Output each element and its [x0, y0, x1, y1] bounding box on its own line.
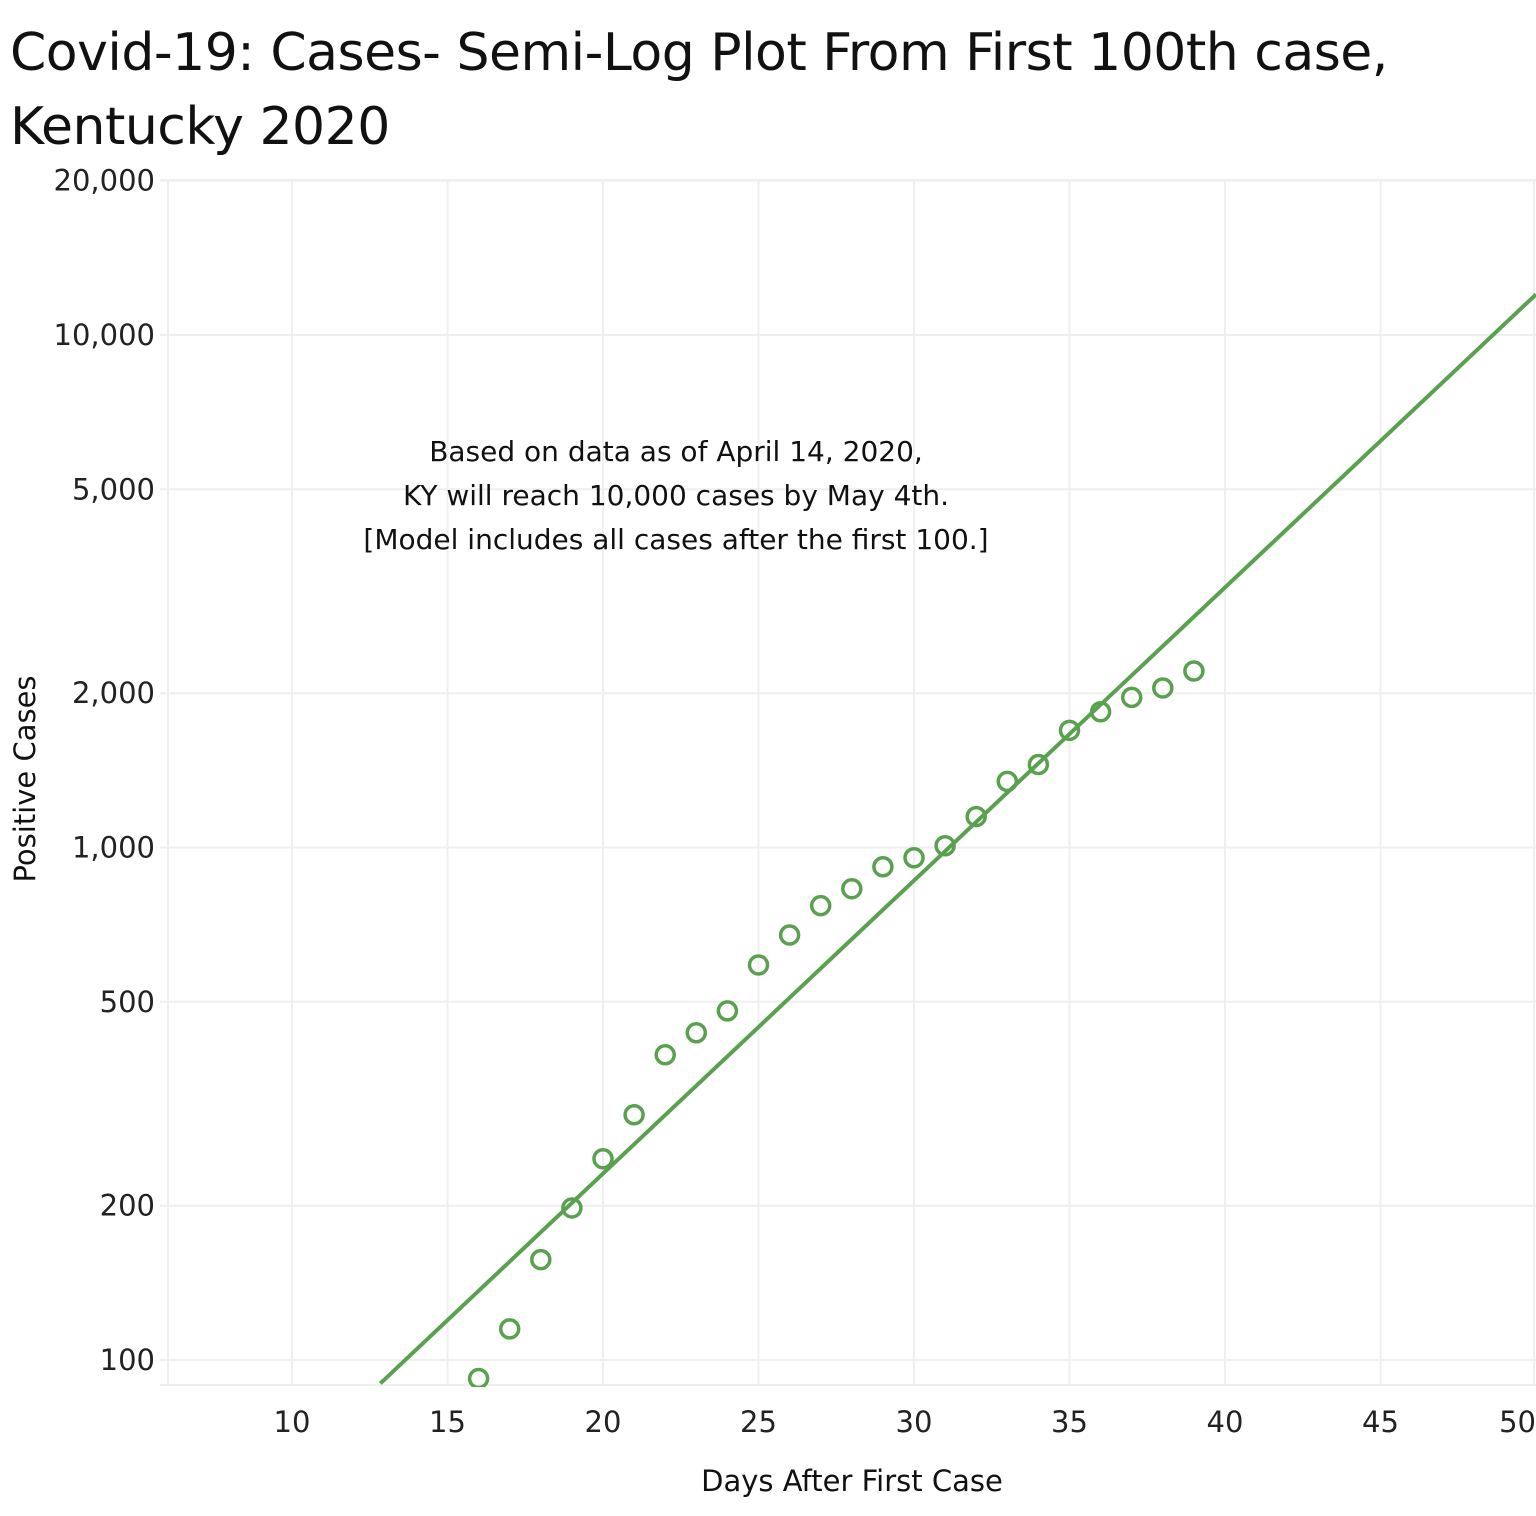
y-tick-label: 20,000 — [54, 164, 155, 198]
data-point — [872, 856, 894, 878]
data-point — [685, 1022, 708, 1044]
x-axis-title: Days After First Case — [701, 1464, 1003, 1498]
chart-title-line-1: Covid-19: Cases- Semi-Log Plot From Firs… — [10, 23, 1388, 83]
x-tick-label: 15 — [429, 1405, 466, 1439]
series-marks — [378, 292, 1536, 1387]
data-point — [747, 954, 770, 976]
x-tick-label: 50 — [1499, 1405, 1536, 1439]
data-point — [903, 846, 925, 869]
x-tick-label: 25 — [740, 1405, 777, 1439]
data-point — [934, 834, 956, 857]
data-point — [965, 805, 987, 828]
plot-area — [378, 292, 1536, 1387]
chart-title: Covid-19: Cases- Semi-Log Plot From Firs… — [10, 16, 1510, 164]
annotation-line-1: Based on data as of April 14, 2020, — [429, 435, 923, 468]
data-point — [778, 924, 801, 946]
y-tick-label: 1,000 — [72, 831, 155, 865]
x-axis-ticks: 10 15 20 25 30 35 40 45 50 — [274, 1405, 1536, 1439]
data-point — [841, 877, 863, 900]
x-tick-label: 35 — [1051, 1405, 1088, 1439]
y-tick-label: 500 — [100, 985, 155, 1019]
y-tick-label: 200 — [100, 1189, 155, 1223]
data-point — [1027, 753, 1050, 776]
y-tick-label: 10,000 — [54, 318, 155, 352]
y-tick-label: 5,000 — [72, 472, 155, 506]
chart-annotation: Based on data as of April 14, 2020, KY w… — [363, 435, 988, 556]
y-tick-label: 100 — [100, 1343, 155, 1377]
trend-line — [378, 292, 1536, 1385]
data-point — [592, 1147, 614, 1170]
data-point — [498, 1318, 521, 1340]
data-point — [1120, 686, 1143, 709]
x-tick-label: 30 — [896, 1405, 933, 1439]
data-point — [716, 1000, 739, 1022]
annotation-line-2: KY will reach 10,000 cases by May 4th. — [403, 479, 949, 512]
data-point — [623, 1103, 645, 1126]
y-axis-ticks: 100 200 500 1,000 2,000 5,000 10,000 20,000 — [54, 164, 155, 1377]
x-tick-label: 40 — [1207, 1405, 1244, 1439]
chart-title-line-2: Kentucky 2020 — [10, 97, 390, 157]
x-tick-label: 45 — [1362, 1405, 1399, 1439]
data-point — [1152, 677, 1174, 699]
data-point — [654, 1044, 676, 1066]
data-point — [561, 1197, 583, 1219]
data-point — [1058, 719, 1081, 742]
data-point — [809, 894, 832, 917]
x-tick-label: 10 — [274, 1405, 311, 1439]
x-tick-label: 20 — [585, 1405, 622, 1439]
gridlines — [160, 179, 1536, 1386]
data-point — [1183, 660, 1205, 682]
data-point — [996, 770, 1019, 793]
annotation-line-3: [Model includes all cases after the firs… — [363, 523, 988, 556]
y-tick-label: 2,000 — [72, 676, 155, 710]
data-point — [1089, 701, 1112, 723]
data-point — [530, 1248, 552, 1271]
y-axis-title: Positive Cases — [8, 675, 42, 882]
data-point — [467, 1367, 490, 1387]
